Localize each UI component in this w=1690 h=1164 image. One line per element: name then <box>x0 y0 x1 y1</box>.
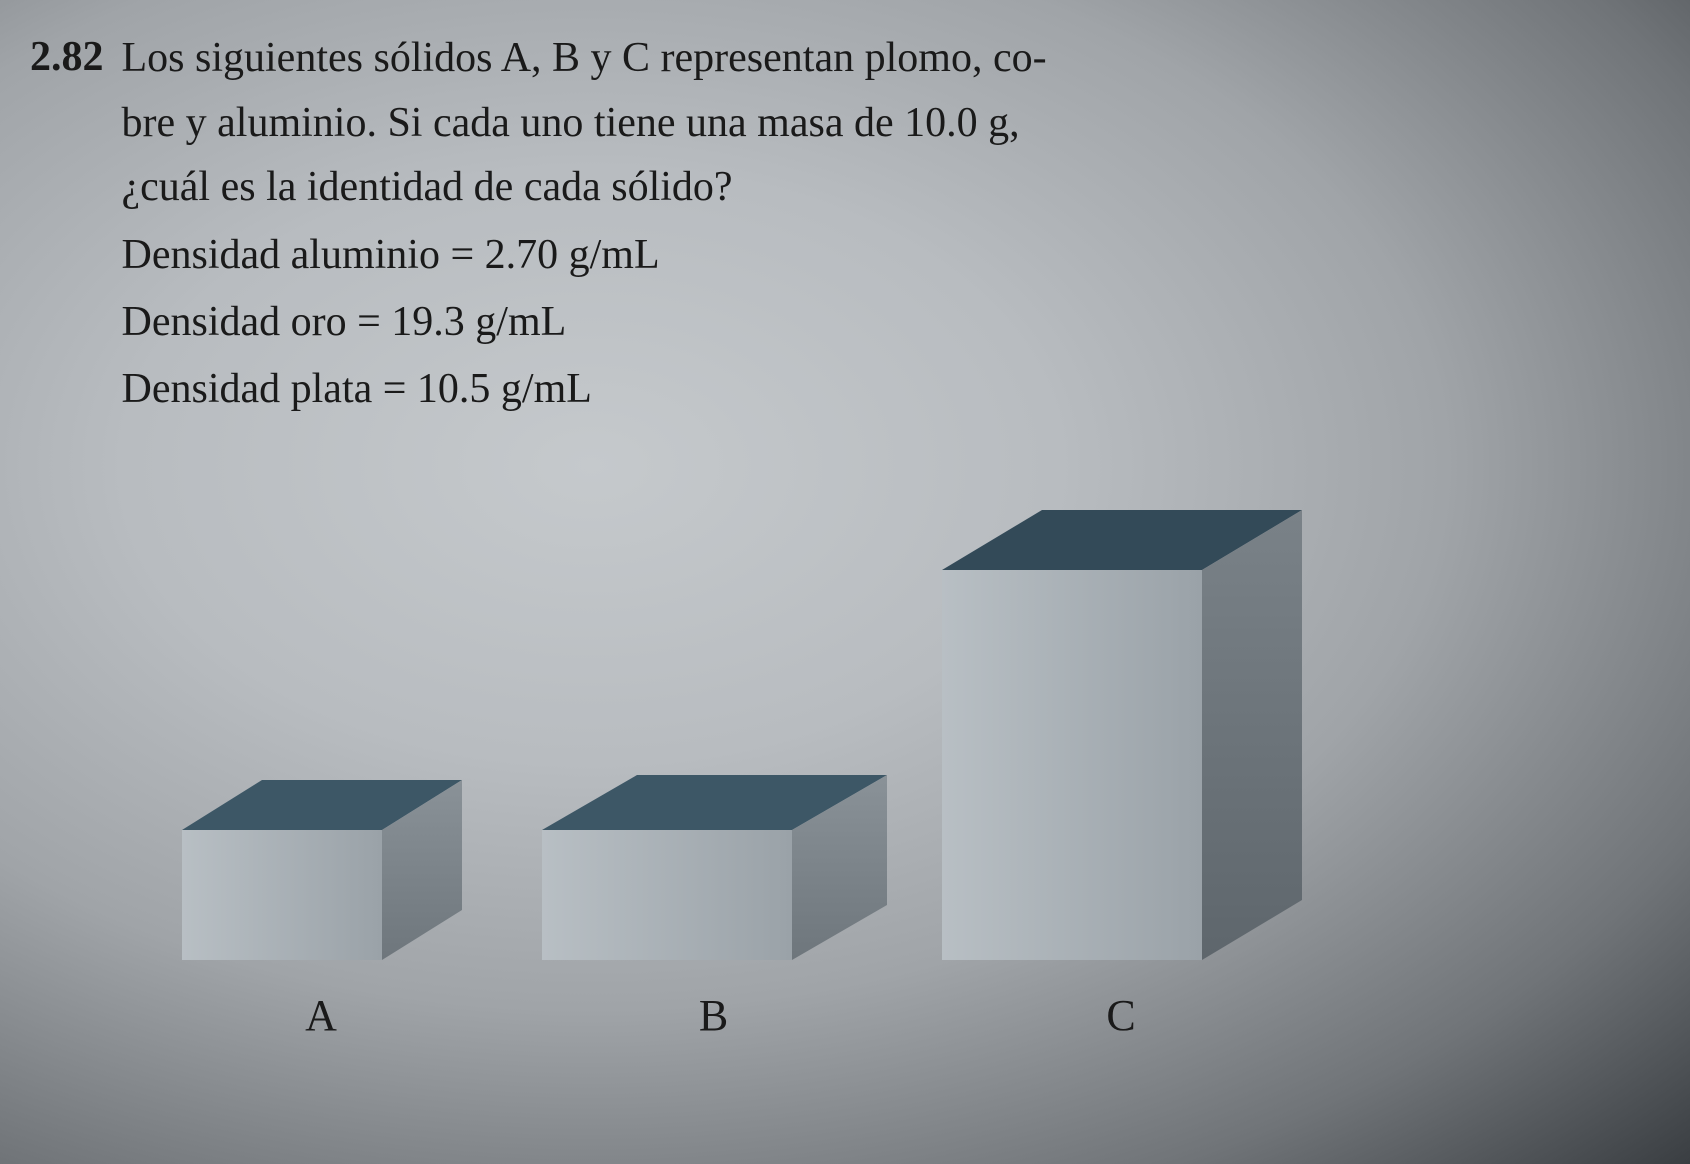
cube-b-label: B <box>699 990 729 1041</box>
density-aluminum: Densidad aluminio = 2.70 g/mL <box>122 224 1631 287</box>
cubes-diagram: A B C <box>122 461 1631 1041</box>
cube-a-label: A <box>305 990 338 1041</box>
density-gold: Densidad oro = 19.3 g/mL <box>122 291 1631 354</box>
density-silver: Densidad plata = 10.5 g/mL <box>122 358 1631 421</box>
cube-c-label: C <box>1106 990 1136 1041</box>
problem-text-line-2: bre y aluminio. Si cada uno tiene una ma… <box>122 95 1631 152</box>
cube-a-icon <box>182 780 462 960</box>
page-content: 2.82 Los siguientes sólidos A, B y C rep… <box>0 0 1690 1041</box>
problem-number: 2.82 <box>30 30 104 1041</box>
cube-c-wrap: C <box>942 510 1302 1041</box>
problem-body: Los siguientes sólidos A, B y C represen… <box>122 30 1631 1041</box>
problem-text-line-1: Los siguientes sólidos A, B y C represen… <box>122 30 1631 87</box>
problem-text-line-3: ¿cuál es la identidad de cada sólido? <box>122 159 1631 216</box>
cube-b-wrap: B <box>542 775 887 1041</box>
cube-c-icon <box>942 510 1302 960</box>
cube-a-wrap: A <box>182 780 462 1041</box>
problem-row: 2.82 Los siguientes sólidos A, B y C rep… <box>30 30 1630 1041</box>
cube-b-icon <box>542 775 887 960</box>
